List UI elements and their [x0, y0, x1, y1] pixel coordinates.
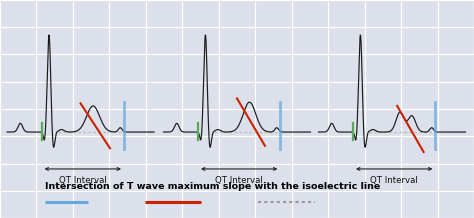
- Text: QT Interval: QT Interval: [370, 176, 418, 185]
- Text: Intersection of T wave maximum slope with the isoelectric line: Intersection of T wave maximum slope wit…: [45, 182, 380, 191]
- Text: QT Interval: QT Interval: [59, 176, 107, 185]
- Text: QT Interval: QT Interval: [215, 176, 263, 185]
